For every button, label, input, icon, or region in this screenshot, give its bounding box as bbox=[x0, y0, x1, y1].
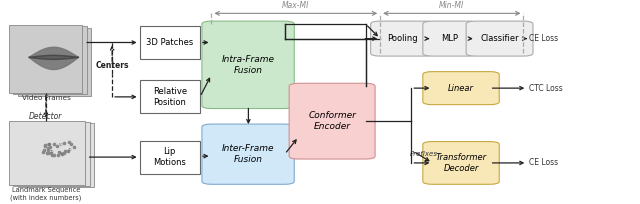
Point bbox=[63, 150, 73, 153]
FancyBboxPatch shape bbox=[423, 142, 499, 184]
Text: CTC Loss: CTC Loss bbox=[529, 84, 563, 93]
Text: Prefixes: Prefixes bbox=[410, 151, 438, 157]
Bar bbox=[9, 25, 82, 93]
Point bbox=[52, 144, 62, 147]
Text: CE Loss: CE Loss bbox=[529, 34, 557, 43]
Text: Pooling: Pooling bbox=[387, 34, 418, 43]
FancyBboxPatch shape bbox=[140, 80, 200, 113]
Point bbox=[44, 142, 54, 145]
FancyBboxPatch shape bbox=[202, 21, 294, 109]
Text: 40: 40 bbox=[67, 147, 72, 152]
Text: MLP: MLP bbox=[442, 34, 458, 43]
Text: Intra-Frame
Fusion: Intra-Frame Fusion bbox=[221, 55, 275, 75]
Point bbox=[45, 151, 56, 155]
Point bbox=[38, 149, 49, 152]
Point bbox=[54, 150, 64, 154]
Point bbox=[57, 153, 67, 156]
Point bbox=[40, 143, 51, 147]
Point bbox=[42, 151, 52, 155]
FancyBboxPatch shape bbox=[423, 21, 477, 56]
Point bbox=[43, 151, 53, 155]
Point bbox=[38, 151, 48, 154]
Bar bbox=[9, 121, 85, 185]
Text: Linear: Linear bbox=[448, 84, 474, 93]
Bar bbox=[18, 28, 91, 96]
Text: 70: 70 bbox=[49, 150, 54, 154]
Point bbox=[53, 154, 63, 157]
Text: Video Frames: Video Frames bbox=[22, 95, 70, 101]
Text: Inter-Frame
Fusion: Inter-Frame Fusion bbox=[222, 144, 275, 164]
Point bbox=[49, 153, 59, 157]
Point bbox=[47, 153, 57, 156]
FancyBboxPatch shape bbox=[202, 124, 294, 184]
Point bbox=[63, 141, 74, 144]
FancyBboxPatch shape bbox=[371, 21, 435, 56]
Text: Centers: Centers bbox=[95, 61, 129, 70]
Bar bbox=[18, 123, 94, 187]
Text: Conformer
Encoder: Conformer Encoder bbox=[308, 111, 356, 131]
Text: Detector: Detector bbox=[29, 112, 63, 121]
FancyBboxPatch shape bbox=[466, 21, 533, 56]
Point bbox=[59, 151, 69, 154]
Text: Min-MI: Min-MI bbox=[439, 1, 465, 10]
Text: 80: 80 bbox=[60, 152, 65, 156]
Point bbox=[45, 145, 55, 149]
Point bbox=[40, 144, 51, 148]
Text: 60: 60 bbox=[47, 143, 52, 147]
Text: CE Loss: CE Loss bbox=[529, 159, 557, 167]
Point bbox=[66, 142, 76, 146]
Text: Max-MI: Max-MI bbox=[282, 1, 310, 10]
Point bbox=[49, 143, 60, 146]
Point bbox=[43, 146, 53, 150]
FancyBboxPatch shape bbox=[140, 141, 200, 174]
Point bbox=[68, 146, 79, 149]
Text: Classifier: Classifier bbox=[480, 34, 519, 43]
Point bbox=[60, 149, 70, 152]
Text: 3D Patches: 3D Patches bbox=[146, 38, 193, 47]
Text: Lip
Motions: Lip Motions bbox=[154, 147, 186, 167]
FancyBboxPatch shape bbox=[140, 26, 200, 59]
Point bbox=[43, 148, 53, 152]
FancyBboxPatch shape bbox=[289, 83, 375, 159]
Text: Relative
Position: Relative Position bbox=[153, 87, 187, 107]
Text: Landmark Sequence
(with index numbers): Landmark Sequence (with index numbers) bbox=[10, 187, 82, 201]
Text: 50: 50 bbox=[59, 143, 63, 147]
Bar bbox=[13, 26, 86, 94]
FancyBboxPatch shape bbox=[423, 72, 499, 105]
Text: Transformer
Decoder: Transformer Decoder bbox=[435, 153, 486, 173]
Bar bbox=[13, 122, 90, 186]
Point bbox=[58, 142, 68, 145]
